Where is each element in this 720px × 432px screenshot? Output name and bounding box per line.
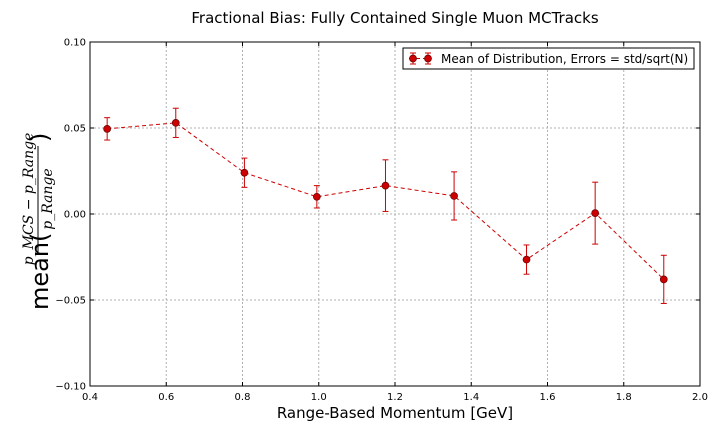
y-axis-label-numerator: p_MCS − p_Range — [21, 133, 37, 266]
axis-ticks: 0.4 0.6 0.8 1.0 1.2 1.4 1.6 1.8 2.0 −0.10 −0.05 0.0… — [55, 38, 708, 404]
y-tick-label: −0.05 — [55, 296, 86, 307]
x-tick-label: 1.2 — [387, 392, 403, 403]
data-point — [450, 192, 458, 200]
y-axis-label-suffix: ) — [26, 133, 54, 142]
y-tick-label: 0.05 — [64, 124, 86, 135]
data-point — [659, 275, 668, 284]
x-tick-label: 2.0 — [692, 392, 708, 403]
x-tick-label: 1.6 — [540, 392, 556, 403]
y-tick-label: −0.10 — [55, 382, 86, 393]
x-tick-label: 0.8 — [235, 392, 251, 403]
y-axis-label-prefix: mean( — [26, 233, 54, 310]
x-tick-label: 0.6 — [158, 392, 174, 403]
data-point — [522, 255, 531, 264]
grid — [90, 42, 700, 386]
data-point — [103, 125, 112, 133]
legend-entry-label: Mean of Distribution, Errors = std/sqrt(… — [441, 52, 688, 66]
y-axis-label-denominator: p_Range — [40, 168, 56, 229]
data-point — [381, 181, 390, 190]
y-axis-label: mean( p_MCS − p_Range p_Range ) — [21, 133, 56, 310]
data-point — [312, 192, 321, 201]
series-layer — [103, 107, 668, 304]
data-point — [171, 118, 180, 127]
data-point — [591, 209, 600, 217]
legend-marker-right — [424, 54, 432, 63]
series-line — [107, 122, 665, 280]
legend-box — [402, 47, 695, 70]
y-tick-label: 0.00 — [64, 210, 86, 221]
x-axis-label: Range-Based Momentum [GeV] — [277, 404, 513, 422]
x-tick-label: 1.4 — [463, 392, 479, 403]
x-tick-label: 0.4 — [82, 392, 98, 403]
x-tick-label: 1.8 — [616, 392, 632, 403]
y-tick-label: 0.10 — [64, 38, 86, 49]
legend: Mean of Distribution, Errors = std/sqrt(… — [402, 47, 695, 70]
data-point — [240, 168, 249, 177]
legend-marker-left — [409, 54, 417, 63]
x-tick-label: 1.0 — [311, 392, 327, 403]
chart-title: Fractional Bias: Fully Contained Single … — [191, 9, 598, 27]
